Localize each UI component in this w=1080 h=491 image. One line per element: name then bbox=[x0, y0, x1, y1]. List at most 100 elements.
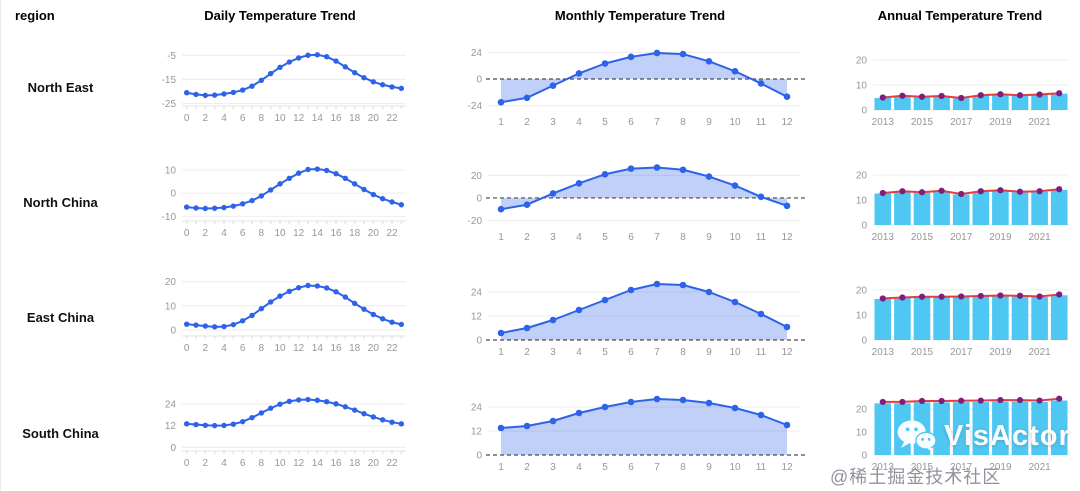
svg-text:4: 4 bbox=[221, 228, 227, 239]
svg-text:10: 10 bbox=[274, 228, 286, 239]
south-china-daily-chart[interactable]: 24 12 0 0 2 4 6 8 10 12 14 16 18 20 22 bbox=[120, 375, 440, 491]
east-china-monthly-chart[interactable]: 24 12 0 1 2 3 4 5 6 7 8 9 10 11 12 bbox=[440, 260, 840, 375]
north-china-annual-chart[interactable]: 20 10 0 2013 2015 2017 2019 2021 bbox=[840, 145, 1080, 260]
svg-text:5: 5 bbox=[602, 232, 608, 243]
svg-text:-24: -24 bbox=[468, 101, 483, 112]
svg-text:16: 16 bbox=[330, 458, 342, 469]
svg-text:2021: 2021 bbox=[1028, 462, 1051, 473]
svg-text:6: 6 bbox=[240, 343, 246, 354]
svg-text:3: 3 bbox=[550, 117, 556, 128]
svg-text:8: 8 bbox=[259, 458, 265, 469]
svg-text:2: 2 bbox=[203, 113, 209, 124]
svg-text:0: 0 bbox=[170, 443, 176, 454]
svg-text:24: 24 bbox=[165, 399, 177, 410]
svg-text:4: 4 bbox=[576, 117, 582, 128]
svg-text:8: 8 bbox=[680, 117, 686, 128]
column-header-annual: Annual Temperature Trend bbox=[877, 7, 1043, 23]
svg-text:4: 4 bbox=[221, 343, 227, 354]
svg-text:20: 20 bbox=[368, 113, 380, 124]
south-china-monthly-chart[interactable]: 24 12 0 1 2 3 4 5 6 7 8 9 10 11 12 bbox=[440, 375, 840, 491]
svg-text:3: 3 bbox=[550, 347, 556, 358]
svg-text:2013: 2013 bbox=[872, 232, 895, 243]
north-china-daily-chart[interactable]: 10 0 -10 0 2 4 6 8 10 12 14 16 18 20 22 bbox=[120, 145, 440, 260]
svg-text:18: 18 bbox=[349, 113, 361, 124]
svg-text:1: 1 bbox=[498, 347, 504, 358]
svg-text:22: 22 bbox=[386, 113, 398, 124]
svg-text:0: 0 bbox=[861, 335, 867, 346]
svg-text:0: 0 bbox=[170, 325, 176, 336]
svg-text:5: 5 bbox=[602, 462, 608, 473]
svg-text:2019: 2019 bbox=[989, 462, 1012, 473]
svg-text:2013: 2013 bbox=[872, 347, 895, 358]
svg-text:2013: 2013 bbox=[872, 117, 895, 128]
svg-text:0: 0 bbox=[476, 193, 482, 204]
column-header-daily: Daily Temperature Trend bbox=[204, 7, 356, 23]
svg-text:20: 20 bbox=[165, 277, 177, 288]
svg-text:2015: 2015 bbox=[911, 117, 934, 128]
svg-text:2017: 2017 bbox=[950, 347, 973, 358]
svg-text:9: 9 bbox=[706, 347, 712, 358]
svg-text:14: 14 bbox=[312, 343, 324, 354]
svg-text:2015: 2015 bbox=[911, 232, 934, 243]
svg-text:-20: -20 bbox=[468, 215, 483, 226]
svg-text:4: 4 bbox=[221, 113, 227, 124]
svg-text:2: 2 bbox=[524, 462, 530, 473]
svg-text:4: 4 bbox=[576, 347, 582, 358]
svg-text:10: 10 bbox=[856, 80, 868, 91]
north-china-monthly-chart[interactable]: 20 0 -20 1 2 3 4 5 6 7 8 9 10 11 12 bbox=[440, 145, 840, 260]
svg-text:1: 1 bbox=[498, 232, 504, 243]
svg-text:12: 12 bbox=[781, 462, 793, 473]
svg-text:12: 12 bbox=[781, 347, 793, 358]
svg-text:2017: 2017 bbox=[950, 232, 973, 243]
svg-text:10: 10 bbox=[729, 347, 741, 358]
south-china-annual-chart[interactable]: 20 10 0 2013 2015 2017 2019 2021 bbox=[840, 375, 1080, 491]
svg-text:5: 5 bbox=[602, 347, 608, 358]
svg-text:16: 16 bbox=[330, 228, 342, 239]
svg-text:0: 0 bbox=[170, 188, 176, 199]
svg-text:4: 4 bbox=[576, 232, 582, 243]
svg-text:2021: 2021 bbox=[1028, 347, 1051, 358]
svg-text:11: 11 bbox=[756, 117, 767, 128]
svg-text:8: 8 bbox=[259, 228, 265, 239]
svg-text:22: 22 bbox=[386, 458, 398, 469]
north-east-daily-chart[interactable]: -5 -15 -25 0 2 4 6 8 10 12 14 16 18 20 22 bbox=[120, 30, 440, 145]
svg-text:18: 18 bbox=[349, 343, 361, 354]
svg-text:12: 12 bbox=[293, 228, 305, 239]
region-label-north-east: North East bbox=[27, 80, 94, 95]
svg-text:0: 0 bbox=[861, 220, 867, 231]
svg-text:0: 0 bbox=[476, 335, 482, 346]
svg-text:2: 2 bbox=[203, 228, 209, 239]
svg-text:11: 11 bbox=[756, 347, 767, 358]
svg-text:14: 14 bbox=[312, 458, 324, 469]
svg-text:6: 6 bbox=[240, 113, 246, 124]
svg-text:24: 24 bbox=[471, 47, 483, 58]
svg-text:2: 2 bbox=[524, 347, 530, 358]
svg-text:6: 6 bbox=[628, 117, 634, 128]
north-east-annual-chart[interactable]: 20 10 0 2013 2015 2017 2019 2021 bbox=[840, 30, 1080, 145]
svg-text:2017: 2017 bbox=[950, 117, 973, 128]
svg-text:7: 7 bbox=[654, 117, 660, 128]
svg-text:8: 8 bbox=[680, 462, 686, 473]
east-china-daily-chart[interactable]: 20 10 0 0 2 4 6 8 10 12 14 16 18 20 22 bbox=[120, 260, 440, 375]
svg-text:10: 10 bbox=[856, 195, 868, 206]
svg-text:2: 2 bbox=[203, 343, 209, 354]
svg-text:2: 2 bbox=[524, 232, 530, 243]
svg-text:6: 6 bbox=[240, 228, 246, 239]
svg-text:12: 12 bbox=[293, 113, 305, 124]
svg-text:7: 7 bbox=[654, 232, 660, 243]
svg-text:16: 16 bbox=[330, 343, 342, 354]
east-china-annual-chart[interactable]: 20 10 0 2013 2015 2017 2019 2021 bbox=[840, 260, 1080, 375]
svg-text:2015: 2015 bbox=[911, 462, 934, 473]
svg-text:10: 10 bbox=[165, 165, 177, 176]
svg-text:4: 4 bbox=[576, 462, 582, 473]
svg-text:10: 10 bbox=[729, 117, 741, 128]
north-east-monthly-chart[interactable]: 24 0 -24 1 2 3 4 5 6 7 8 9 10 11 12 bbox=[440, 30, 840, 145]
svg-text:20: 20 bbox=[368, 458, 380, 469]
svg-text:24: 24 bbox=[471, 287, 483, 298]
svg-text:10: 10 bbox=[274, 113, 286, 124]
svg-text:2021: 2021 bbox=[1028, 117, 1051, 128]
svg-text:12: 12 bbox=[165, 421, 177, 432]
svg-text:2: 2 bbox=[524, 117, 530, 128]
svg-text:6: 6 bbox=[628, 462, 634, 473]
svg-text:1: 1 bbox=[498, 117, 504, 128]
